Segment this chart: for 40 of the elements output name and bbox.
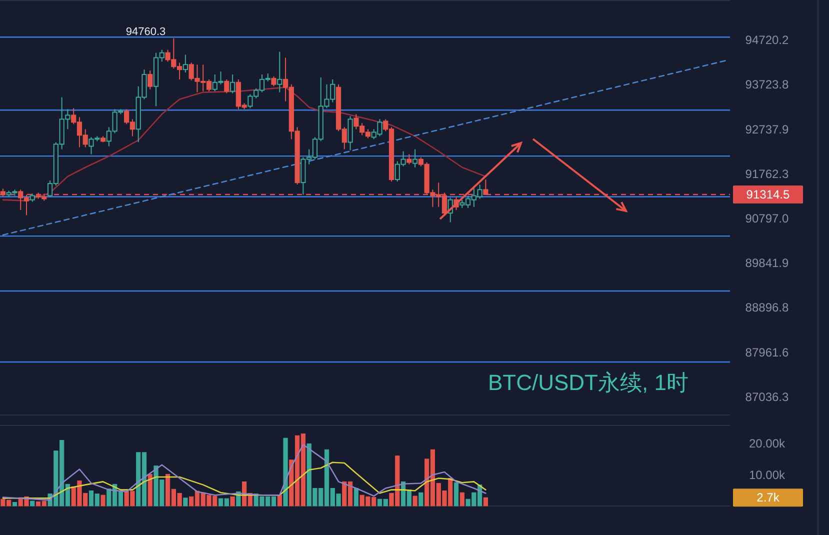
bar [183,498,188,506]
line-series [2,444,486,501]
bar [148,474,152,506]
y-tick-label: 20.00k [748,436,786,451]
bar [30,500,35,506]
text: BTC/USDT永续, 1时 [488,370,688,395]
y-tick-label: 87961.6 [745,345,790,360]
candlestick [230,74,236,94]
annotation: 94760.3 [126,26,166,38]
bar [283,438,288,506]
y-tick-label: 10.00k [748,468,786,482]
candlestick [406,154,412,165]
candlestick [348,116,353,151]
bar [460,492,464,506]
candlestick [412,148,418,168]
bar [277,494,282,506]
candlestick [182,54,188,73]
ref-line-label: 91314.5 [746,188,790,202]
y-tick-label: 88896.8 [745,300,790,315]
y-tick-label: 91762.3 [745,166,790,181]
bar [12,502,18,506]
y-tick-label: 92737.9 [745,122,790,136]
y-tick-label: 94720.2 [745,33,790,48]
y-tick-label: 87036.3 [745,390,790,404]
line-series [2,462,486,499]
bar [418,492,424,506]
y-tick-label: 89841.9 [745,256,790,270]
bar [230,496,235,506]
text: 2.7k [756,490,780,505]
candlestick [148,70,153,90]
candlestick [224,78,230,94]
y-tick-label: 90797.0 [745,211,790,226]
bar [412,496,418,506]
bar [354,488,358,506]
candlestick [271,76,276,87]
bar [100,494,106,506]
candlestick [277,51,282,93]
bar [454,482,459,506]
y-tick-label: 93723.8 [745,78,790,92]
bar [483,497,488,506]
